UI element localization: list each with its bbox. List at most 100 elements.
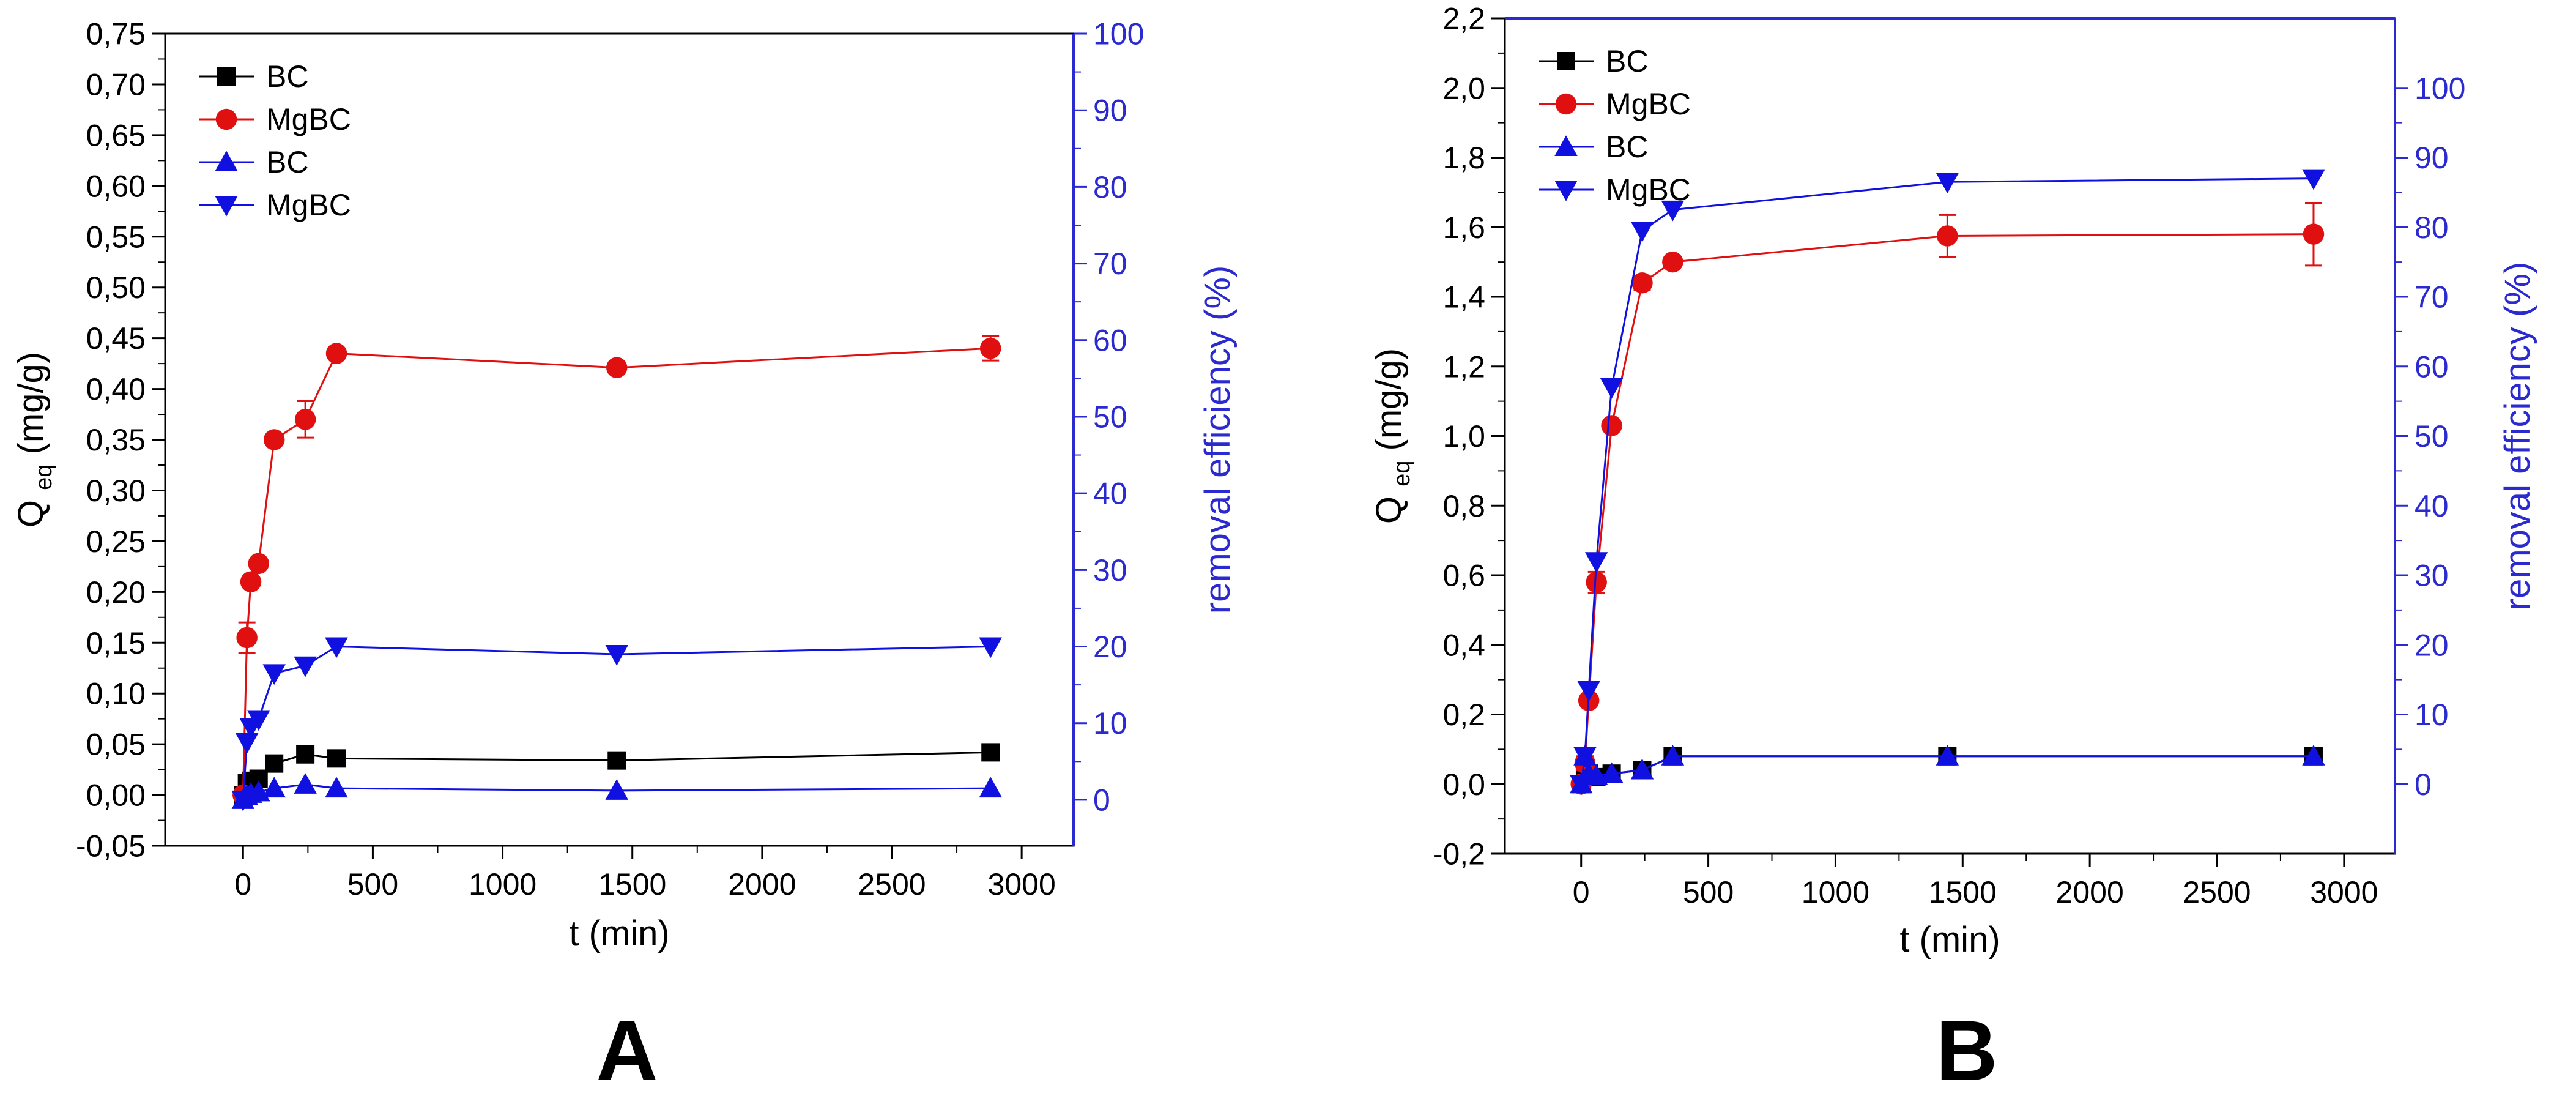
data-point	[1573, 747, 1597, 768]
y-left-tick-label: 0,70	[86, 67, 146, 102]
legend: BC MgBC BC MgBC	[1539, 44, 1691, 207]
legend-label: BC	[1606, 44, 1648, 78]
y-left-tick-label: -0,2	[1433, 837, 1485, 871]
y-right-tick-label: 90	[1093, 94, 1127, 128]
x-tick-label: 3000	[2310, 875, 2378, 909]
data-point	[1937, 225, 1958, 247]
y-right-tick-label: 30	[1093, 553, 1127, 587]
y-left-tick-label: 0,4	[1442, 628, 1485, 662]
y-right-tick-label: 80	[2415, 211, 2449, 245]
x-tick-label: 3000	[988, 867, 1056, 901]
data-point	[605, 779, 629, 800]
y-right-tick-label: 60	[2415, 349, 2449, 384]
data-point	[1936, 745, 1959, 766]
y-left-tick-label: 0,05	[86, 728, 146, 762]
y-right-tick-label: 10	[1093, 706, 1127, 740]
y-left-tick-label: 0,0	[1442, 767, 1485, 802]
y-axis-right-label: removal efficiency (%)	[2498, 262, 2537, 610]
legend-marker	[215, 108, 237, 130]
series-layer	[1569, 169, 2325, 796]
series-layer	[231, 335, 1002, 811]
y-right-tick-label: 80	[1093, 170, 1127, 204]
legend-label: BC	[266, 59, 308, 94]
x-tick-label: 1000	[469, 867, 536, 901]
axes-layer: 0 500 1000 1500 2000 2500 3000-0,050,000,050,1…	[76, 17, 1144, 902]
data-point	[1586, 572, 1607, 593]
y-right-tick-label: 90	[2415, 141, 2449, 175]
x-tick-label: 1000	[1802, 875, 1869, 909]
data-point	[235, 733, 259, 754]
chart-panel-a: 0 500 1000 1500 2000 2500 3000-0,050,000,050,1…	[11, 17, 1238, 1099]
data-point	[262, 664, 286, 685]
y-right-tick-label: 20	[2415, 628, 2449, 662]
data-point	[2302, 169, 2325, 190]
y-axis-left-label: Q eq (mg/g)	[1369, 348, 1417, 524]
y-left-tick-label: 1,6	[1442, 211, 1485, 245]
y-left-tick-label: 0,60	[86, 169, 146, 203]
y-left-tick-label: 0,2	[1442, 698, 1485, 732]
y-left-tick-label: 1,2	[1442, 349, 1485, 384]
y-left-tick-label: 0,30	[86, 474, 146, 508]
legend-label: MgBC	[266, 188, 351, 222]
data-point	[979, 777, 1002, 798]
y-left-tick-label: 0,35	[86, 423, 146, 457]
x-tick-label: 2500	[2183, 875, 2251, 909]
data-point	[2302, 745, 2325, 766]
y-left-tick-label: 0,10	[86, 677, 146, 711]
data-point	[1661, 745, 1685, 766]
y-right-tick-label: 100	[2415, 71, 2465, 105]
data-point	[240, 571, 262, 592]
y-right-tick-label: 60	[1093, 323, 1127, 357]
data-point	[1600, 762, 1624, 783]
y-left-tick-label: 0,15	[86, 626, 146, 660]
y-right-tick-label: 50	[1093, 400, 1127, 434]
y-left-tick-label: 0,75	[86, 17, 146, 51]
y-left-tick-label: 0,65	[86, 118, 146, 152]
y-left-tick-label: 1,8	[1442, 141, 1485, 175]
y-left-tick-label: 0,50	[86, 270, 146, 305]
data-point	[236, 627, 258, 649]
y-left-tick-label: 2,2	[1442, 2, 1485, 36]
chart-panel-b: 0 500 1000 1500 2000 2500 3000-0,20,00,20,40,6…	[1369, 2, 2537, 1099]
data-point	[296, 745, 315, 764]
y-left-tick-label: 0,40	[86, 372, 146, 406]
data-point	[294, 409, 316, 430]
legend-marker	[1554, 135, 1578, 156]
data-point	[263, 429, 285, 450]
y-right-tick-label: 70	[1093, 247, 1127, 281]
data-point	[1661, 200, 1685, 222]
data-point	[1600, 378, 1624, 399]
x-tick-label: 500	[1683, 875, 1734, 909]
y-axis-left-label: Q eq (mg/g)	[11, 352, 59, 528]
y-right-tick-label: 0	[2415, 767, 2432, 802]
data-point	[1577, 681, 1600, 702]
data-point	[294, 773, 317, 794]
y-axis-left-label-subscript: eq	[1389, 461, 1415, 487]
data-point	[325, 343, 347, 364]
y-left-tick-label: 1,0	[1442, 419, 1485, 453]
legend-marker	[215, 151, 238, 171]
legend-marker	[215, 196, 238, 217]
legend-marker	[1557, 52, 1575, 70]
x-tick-label: 1500	[598, 867, 666, 901]
panel-label: A	[596, 1002, 658, 1098]
data-point	[247, 710, 270, 731]
legend-marker	[217, 67, 236, 86]
data-point	[606, 357, 628, 378]
x-tick-label: 0	[1573, 875, 1590, 909]
legend: BC MgBC BC MgBC	[199, 59, 351, 222]
legend-label: BC	[266, 145, 308, 179]
data-point	[1601, 415, 1622, 436]
x-axis-label: t (min)	[569, 914, 669, 953]
data-point	[1936, 173, 1959, 194]
data-point	[605, 645, 629, 666]
y-left-tick-label: 2,0	[1442, 71, 1485, 105]
y-left-tick-label: -0,05	[76, 829, 146, 863]
data-point	[294, 656, 317, 677]
y-left-tick-label: 0,45	[86, 321, 146, 356]
legend-label: BC	[1606, 130, 1648, 164]
x-axis-label: t (min)	[1899, 920, 2000, 960]
legend-marker	[1555, 93, 1577, 115]
x-tick-label: 500	[347, 867, 398, 901]
